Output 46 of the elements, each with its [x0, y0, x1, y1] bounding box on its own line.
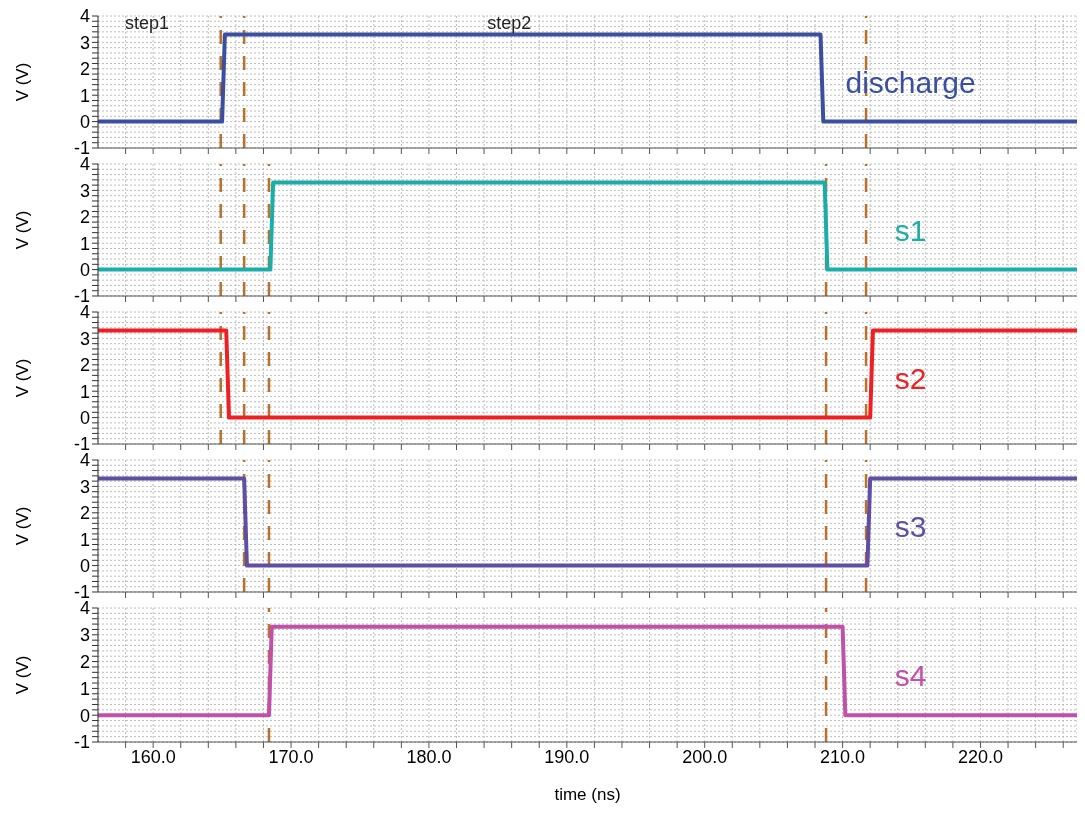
y-tick-label: 3: [79, 328, 90, 349]
y-tick-label: 2: [79, 651, 90, 672]
y-tick-label: 2: [79, 59, 90, 80]
y-axis-title: V (V): [13, 506, 33, 546]
y-tick-label: 2: [79, 207, 90, 228]
x-tick-label: 190.0: [544, 746, 590, 767]
y-tick-label: 3: [79, 32, 90, 53]
y-tick-label: 1: [79, 233, 90, 254]
series-label: s3: [894, 509, 927, 543]
annotation: step1: [124, 12, 169, 33]
y-tick-label: 4: [79, 450, 90, 471]
y-tick-label: 1: [79, 85, 90, 106]
y-tick-label: 4: [79, 598, 90, 619]
y-tick-label: 3: [79, 625, 90, 646]
y-tick-label: -1: [73, 732, 90, 753]
annotation: step2: [487, 12, 532, 33]
y-tick-label: 0: [79, 555, 90, 576]
y-tick-label: 0: [79, 705, 90, 726]
series-label: s1: [894, 213, 927, 247]
series-label: s2: [894, 361, 927, 395]
y-tick-label: 1: [79, 678, 90, 699]
y-tick-label: 0: [79, 111, 90, 132]
y-tick-label: 4: [79, 6, 90, 27]
y-axis-title: V (V): [13, 62, 33, 102]
y-tick-label: 4: [79, 154, 90, 175]
y-tick-label: 1: [79, 529, 90, 550]
y-tick-label: 3: [79, 476, 90, 497]
y-tick-label: 3: [79, 180, 90, 201]
series-label: s4: [894, 658, 927, 692]
y-tick-label: 2: [79, 355, 90, 376]
y-tick-label: 2: [79, 503, 90, 524]
y-axis-title: V (V): [13, 655, 33, 695]
y-axis-title: V (V): [13, 210, 33, 250]
y-axis-title: V (V): [13, 358, 33, 398]
x-tick-label: 200.0: [682, 746, 728, 767]
y-tick-label: 0: [79, 259, 90, 280]
y-tick-label: 0: [79, 407, 90, 428]
x-axis-title: time (ns): [554, 785, 621, 804]
x-tick-label: 180.0: [406, 746, 452, 767]
x-tick-label: 170.0: [268, 746, 314, 767]
x-tick-label: 220.0: [957, 746, 1003, 767]
y-tick-label: 4: [79, 302, 90, 323]
x-tick-label: 210.0: [820, 746, 866, 767]
x-tick-label: 160.0: [130, 746, 176, 767]
y-tick-label: 1: [79, 381, 90, 402]
series-label: discharge: [845, 65, 976, 99]
